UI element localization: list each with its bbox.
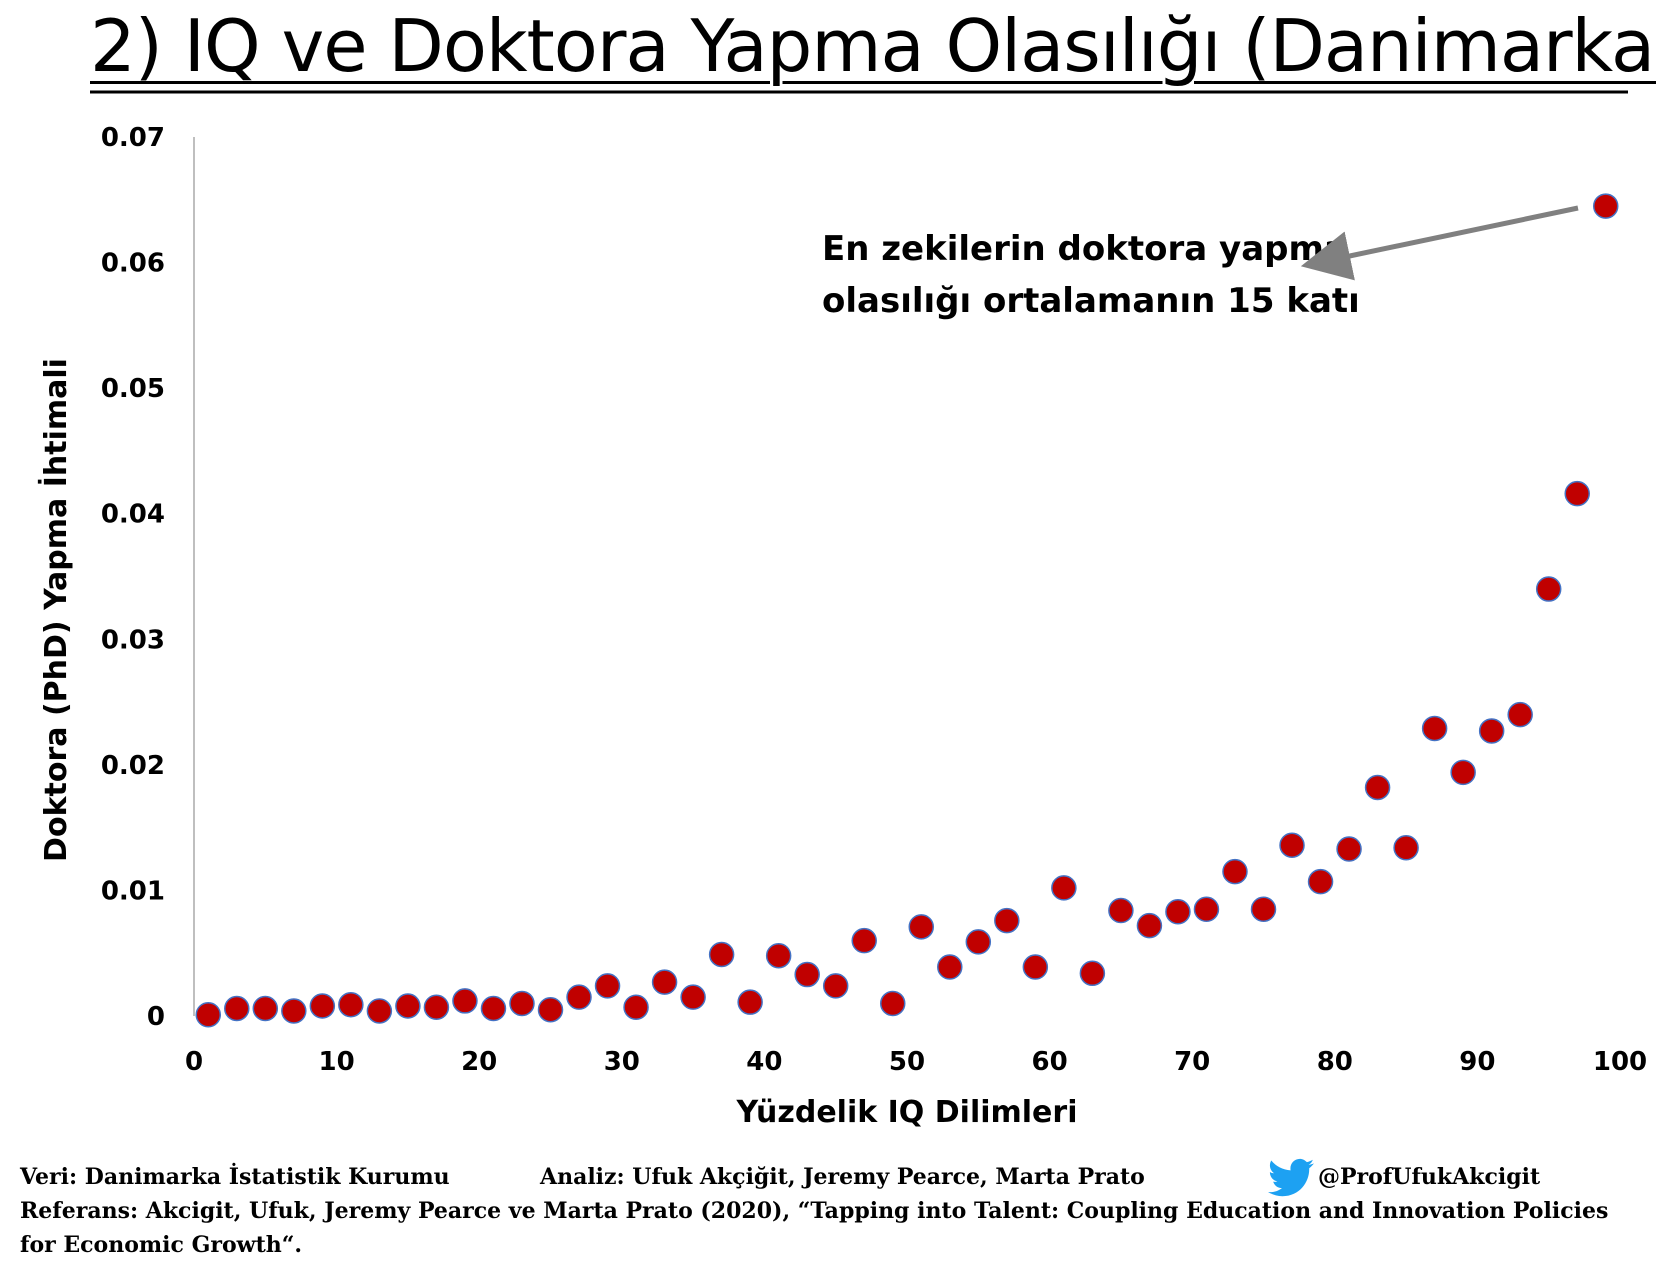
annotation-line2: olasılığı ortalamanın 15 katı <box>822 281 1360 321</box>
data-point <box>281 998 307 1024</box>
data-point <box>994 907 1020 934</box>
data-point <box>1022 954 1049 980</box>
data-point <box>509 990 535 1017</box>
y-tick-label: 0.02 <box>101 751 165 781</box>
data-point <box>1564 480 1590 507</box>
data-point <box>452 988 478 1014</box>
chart-points <box>195 193 1619 1028</box>
y-tick-label: 0.07 <box>101 123 165 153</box>
footer-data-source: Veri: Danimarka İstatistik Kurumu <box>20 1164 450 1190</box>
data-point <box>1393 834 1419 861</box>
data-point <box>1079 960 1106 987</box>
twitter-bird-icon[interactable] <box>1268 1158 1314 1198</box>
data-point <box>537 996 564 1023</box>
x-tick-label: 70 <box>1174 1047 1210 1077</box>
x-tick-label: 90 <box>1459 1047 1495 1077</box>
data-point <box>1307 868 1334 895</box>
x-tick-label: 50 <box>889 1047 925 1077</box>
data-point <box>366 998 393 1024</box>
data-point <box>566 984 592 1010</box>
data-point <box>765 942 792 969</box>
y-tick-label: 0.05 <box>101 374 165 404</box>
x-tick-label: 10 <box>319 1047 355 1077</box>
data-point <box>1051 875 1077 901</box>
x-tick-label: 40 <box>746 1047 782 1077</box>
data-point <box>423 994 450 1020</box>
data-point <box>822 973 849 999</box>
footer-reference-line1: Referans: Akcigit, Ufuk, Jeremy Pearce v… <box>20 1198 1609 1224</box>
data-point <box>937 954 963 980</box>
annotation-line1: En zekilerin doktora yapma <box>822 229 1347 269</box>
x-tick-label: 20 <box>461 1047 497 1077</box>
data-point <box>651 969 678 995</box>
data-point <box>1193 896 1220 923</box>
data-point <box>1336 836 1362 862</box>
data-point <box>338 991 364 1018</box>
x-axis-label: Yüzdelik IQ Dilimleri <box>736 1095 1078 1130</box>
footer-reference-line2: for Economic Growth“. <box>20 1232 303 1258</box>
data-point <box>395 993 421 1019</box>
y-tick-label: 0 <box>147 1002 165 1032</box>
data-point <box>737 989 763 1015</box>
data-point <box>252 995 279 1022</box>
data-point <box>1136 912 1163 939</box>
data-point <box>708 941 735 968</box>
y-tick-label: 0.03 <box>101 625 165 655</box>
data-point <box>1250 896 1277 923</box>
data-point <box>480 995 507 1022</box>
x-tick-label: 30 <box>604 1047 640 1077</box>
data-point <box>195 1001 222 1028</box>
data-point <box>965 929 992 955</box>
slide-title: 2) IQ ve Doktora Yapma Olasılığı (Danima… <box>90 4 1656 88</box>
chart-tick-labels: 0 10 20 30 40 50 60 70 80 90 100 0 0.01 0.02 0.03 0.04 0… <box>101 123 1647 1077</box>
data-point <box>1364 774 1391 801</box>
data-point <box>1478 718 1505 744</box>
data-point <box>623 994 649 1020</box>
data-point <box>594 973 621 999</box>
data-point <box>908 914 935 940</box>
y-axis-label: Doktora (PhD) Yapma İhtimali <box>38 358 74 862</box>
data-point <box>680 984 706 1010</box>
y-tick-label: 0.04 <box>101 500 165 530</box>
data-point <box>224 995 250 1022</box>
data-point <box>879 990 906 1017</box>
data-point <box>1421 715 1448 742</box>
data-point <box>794 961 820 988</box>
footer-analysis: Analiz: Ufuk Akçiğit, Jeremy Pearce, Mar… <box>540 1164 1145 1190</box>
x-tick-label: 0 <box>185 1047 203 1077</box>
data-point <box>1592 193 1619 219</box>
data-point <box>1279 832 1305 858</box>
data-point <box>309 993 336 1019</box>
annotation-arrow <box>1300 205 1579 281</box>
footer-twitter-handle[interactable]: @ProfUfukAkcigit <box>1318 1164 1541 1190</box>
x-tick-label: 80 <box>1317 1047 1353 1077</box>
y-tick-label: 0.01 <box>101 876 165 906</box>
data-point <box>1108 897 1134 924</box>
chart-axis-labels: Yüzdelik IQ Dilimleri Doktora (PhD) Yapma… <box>38 358 1077 1130</box>
x-tick-label: 100 <box>1593 1047 1647 1077</box>
chart-annotation: En zekilerin doktora yapma olasılığı orta… <box>822 205 1579 321</box>
data-point <box>851 927 877 954</box>
data-point <box>1507 701 1533 728</box>
data-point <box>1222 858 1248 885</box>
y-tick-label: 0.06 <box>101 249 165 279</box>
data-point <box>1165 899 1191 925</box>
data-point <box>1535 576 1562 602</box>
x-tick-label: 60 <box>1032 1047 1068 1077</box>
data-point <box>1450 759 1476 786</box>
